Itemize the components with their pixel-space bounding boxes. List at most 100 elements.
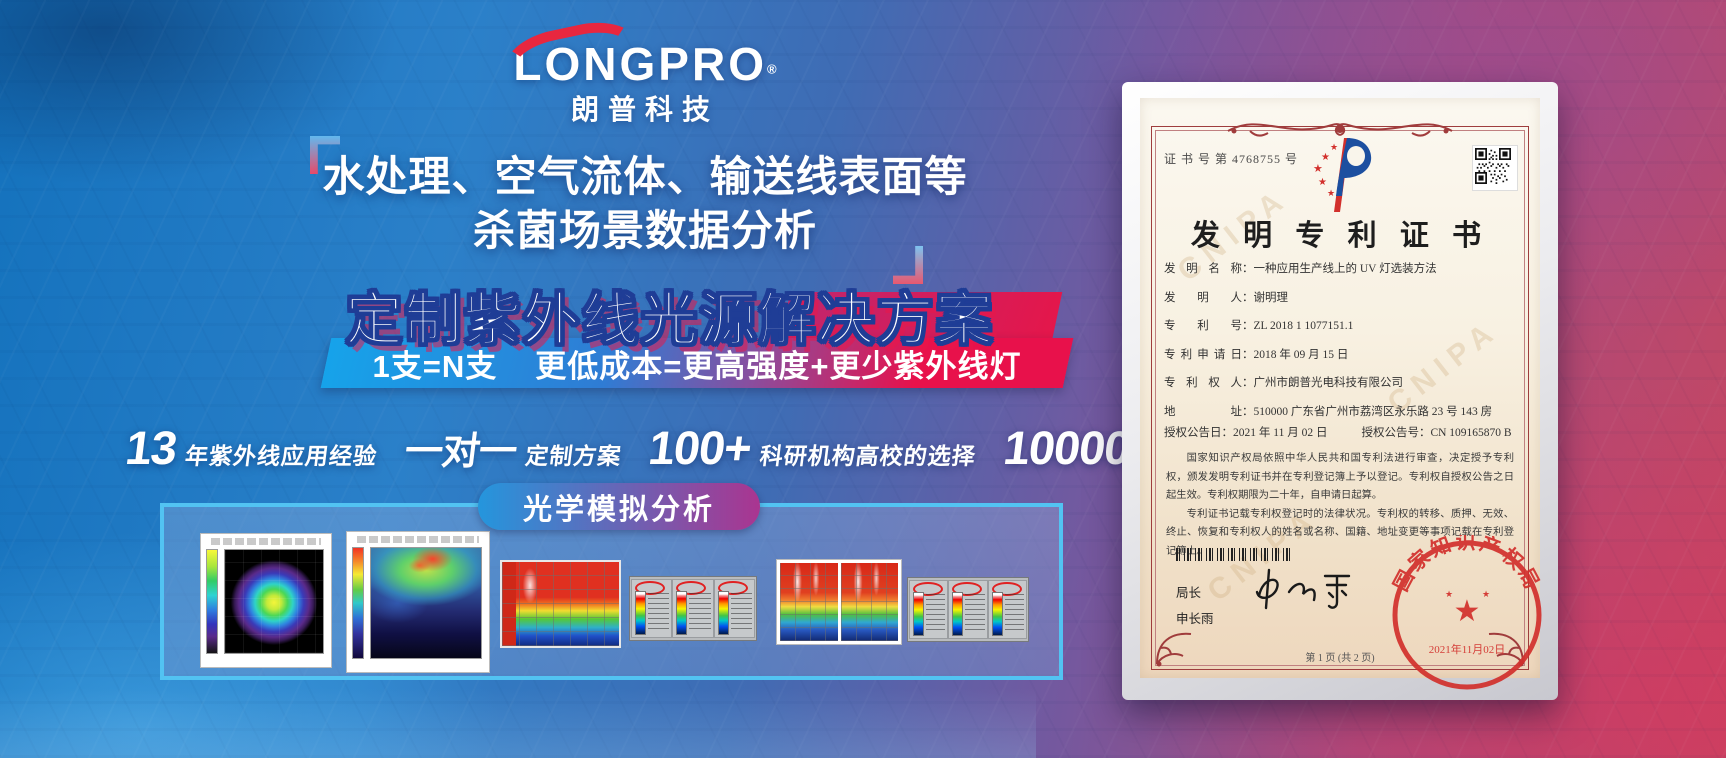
logo-brand-text: LONGPRO: [513, 38, 767, 90]
heatmap-plot: [780, 563, 838, 641]
colorbar-legend: [949, 581, 987, 638]
qr-code: [1473, 146, 1517, 190]
stat-value: 100+: [646, 421, 755, 474]
grant-date: 授权公告日：2021 年 11 月 02 日: [1164, 424, 1327, 440]
field-value: ZL 2018 1 1077151.1: [1253, 320, 1354, 332]
plot-title-text: [211, 538, 321, 545]
field-label: 发 明 人: [1164, 291, 1242, 304]
colorbar-legend: [673, 580, 713, 637]
seal-date: 2021年11月02日: [1429, 642, 1506, 656]
legend-values: [648, 593, 670, 633]
simulation-legend-panel-2: [907, 577, 1029, 642]
colorbar-legend: [632, 580, 672, 637]
colorbar: [953, 593, 963, 635]
field-sep: ：: [1242, 405, 1254, 418]
solution-sub-left: 1支=N支: [372, 348, 498, 384]
simulation-image-round-beam: [201, 534, 331, 667]
grant-row: 授权公告日：2021 年 11 月 02 日 授权公告号 ： CN 10916587…: [1164, 424, 1512, 440]
solution-sub-right: 更低成本=更高强度+更少紫外线灯: [535, 348, 1022, 384]
colorbar: [677, 592, 687, 634]
colorbar-legend: [714, 580, 754, 637]
colorbar-legend: [988, 581, 1026, 638]
simulation-image-scattered: [347, 532, 489, 672]
field-value: 510000 广东省广州市荔湾区永乐路 23 号 143 房: [1253, 405, 1493, 418]
headline-line2: 杀菌场景数据分析: [472, 206, 817, 254]
simulation-strip-heatmap: [502, 562, 619, 646]
svg-text:国家知识产权局: 国家知识产权局: [1390, 535, 1544, 595]
signature: [1255, 568, 1351, 610]
field-label: 专 利 号: [1164, 320, 1242, 332]
colorbar-legend: [910, 581, 948, 638]
svg-text:★: ★: [1330, 143, 1338, 153]
legend-values: [689, 593, 711, 633]
page-footer: 第 1 页 (共 2 页): [1305, 653, 1375, 664]
field-sep: ：: [1221, 427, 1234, 439]
colorbar: [718, 592, 728, 634]
colorbar: [353, 548, 363, 658]
seal-text: 国家知识产权局: [1390, 535, 1541, 595]
field-row: 地 址：510000 广东省广州市荔湾区永乐路 23 号 143 房: [1164, 403, 1520, 419]
grant-no-value: CN 109165870 B: [1430, 427, 1512, 439]
certificate-number: 证 书 号 第 4768755 号: [1164, 152, 1299, 166]
ornament-top-icon: [1227, 123, 1453, 137]
legend-values: [926, 594, 946, 634]
official-seal: 国家知识产权局 ★ ★ ★ 2021年11月02日: [1390, 535, 1544, 690]
solution-title: 定制紫外线光源解决方案: [345, 287, 995, 352]
headline-line1: 水处理、空气流体、输送线表面等: [322, 153, 968, 200]
legend-values: [965, 594, 985, 634]
legend-values: [730, 593, 752, 633]
director-block: 局长 申长雨: [1176, 580, 1214, 633]
field-label: 专利申请日: [1164, 348, 1242, 361]
field-row: 专利申请日：2018 年 09 月 15 日: [1164, 346, 1520, 362]
certificate-paper: CNIPA CNIPA CNIPA: [1140, 98, 1542, 690]
field-value: 一种应用生产线上的 UV 灯选装方法: [1253, 263, 1437, 275]
colorbar: [992, 593, 1002, 635]
stat-label: 年紫外线应用经验: [183, 443, 379, 469]
stat-label: 定制方案: [524, 443, 624, 469]
logo-subtitle: 朗普科技: [570, 94, 719, 126]
director-name: 申长雨: [1176, 612, 1214, 627]
patent-certificate: CNIPA CNIPA CNIPA: [1122, 82, 1558, 700]
stat-experience: 13 年紫外线应用经验: [123, 421, 381, 474]
colorbar: [207, 550, 217, 653]
svg-text:★: ★: [1482, 589, 1490, 599]
certificate-title: 发 明 专 利 证 书: [1190, 220, 1490, 252]
stat-label: 科研机构高校的选择: [758, 443, 978, 469]
simulation-strip-heatmap-wide: [777, 560, 901, 644]
background-bottom-band: [0, 688, 1036, 758]
stat-one-on-one: 一对一 定制方案: [403, 431, 625, 473]
svg-text:★: ★: [1321, 152, 1330, 163]
headline: 水处理、空气流体、输送线表面等 杀菌场景数据分析: [245, 150, 1045, 258]
barcode: [1176, 548, 1294, 561]
svg-text:★: ★: [1327, 189, 1335, 199]
simulation-badge: 光学模拟分析: [478, 483, 760, 530]
field-label: 专 利 权 人: [1164, 377, 1242, 389]
field-label: 地 址: [1164, 405, 1242, 418]
svg-text:★: ★: [1313, 162, 1323, 175]
plot-title-text: [357, 536, 479, 543]
legend-values: [1004, 594, 1024, 634]
heatmap-plot: [371, 548, 481, 658]
svg-text:★: ★: [1318, 177, 1327, 188]
grant-no-label: 授权公告号: [1361, 427, 1419, 439]
field-sep: ：: [1242, 377, 1254, 389]
field-row: 专 利 权 人：广州市朗普光电科技有限公司: [1164, 374, 1520, 390]
heatmap-plot: [840, 563, 898, 641]
field-value: 2018 年 09 月 15 日: [1253, 348, 1349, 361]
field-label: 发 明 名 称: [1164, 263, 1242, 275]
heatmap-plot: [225, 550, 323, 653]
solution-subtitle: 1支=N支 更低成本=更高强度+更少紫外线灯: [326, 338, 1068, 388]
body-paragraph: 国家知识产权局依照中华人民共和国专利法进行审查，决定授予专利权，颁发发明专利证书…: [1166, 453, 1514, 502]
simulation-legend-panel-1: [629, 576, 757, 641]
certificate-fields: 发 明 名 称：一种应用生产线上的 UV 灯选装方法 发 明 人：谢明理 专 利…: [1164, 260, 1520, 431]
brand-logo: LONGPRO® 朗普科技: [445, 13, 845, 128]
cnipa-logo-icon: ★ ★ ★ ★ ★: [1313, 138, 1372, 212]
field-value: 广州市朗普光电科技有限公司: [1253, 377, 1404, 389]
registered-mark: ®: [766, 61, 777, 77]
field-sep: ：: [1242, 320, 1254, 332]
field-sep: ：: [1242, 291, 1254, 304]
stat-institutions: 100+ 科研机构高校的选择: [646, 421, 980, 474]
director-title: 局长: [1176, 586, 1202, 600]
field-row: 发 明 名 称：一种应用生产线上的 UV 灯选装方法: [1164, 260, 1520, 276]
field-sep: ：: [1242, 263, 1254, 275]
